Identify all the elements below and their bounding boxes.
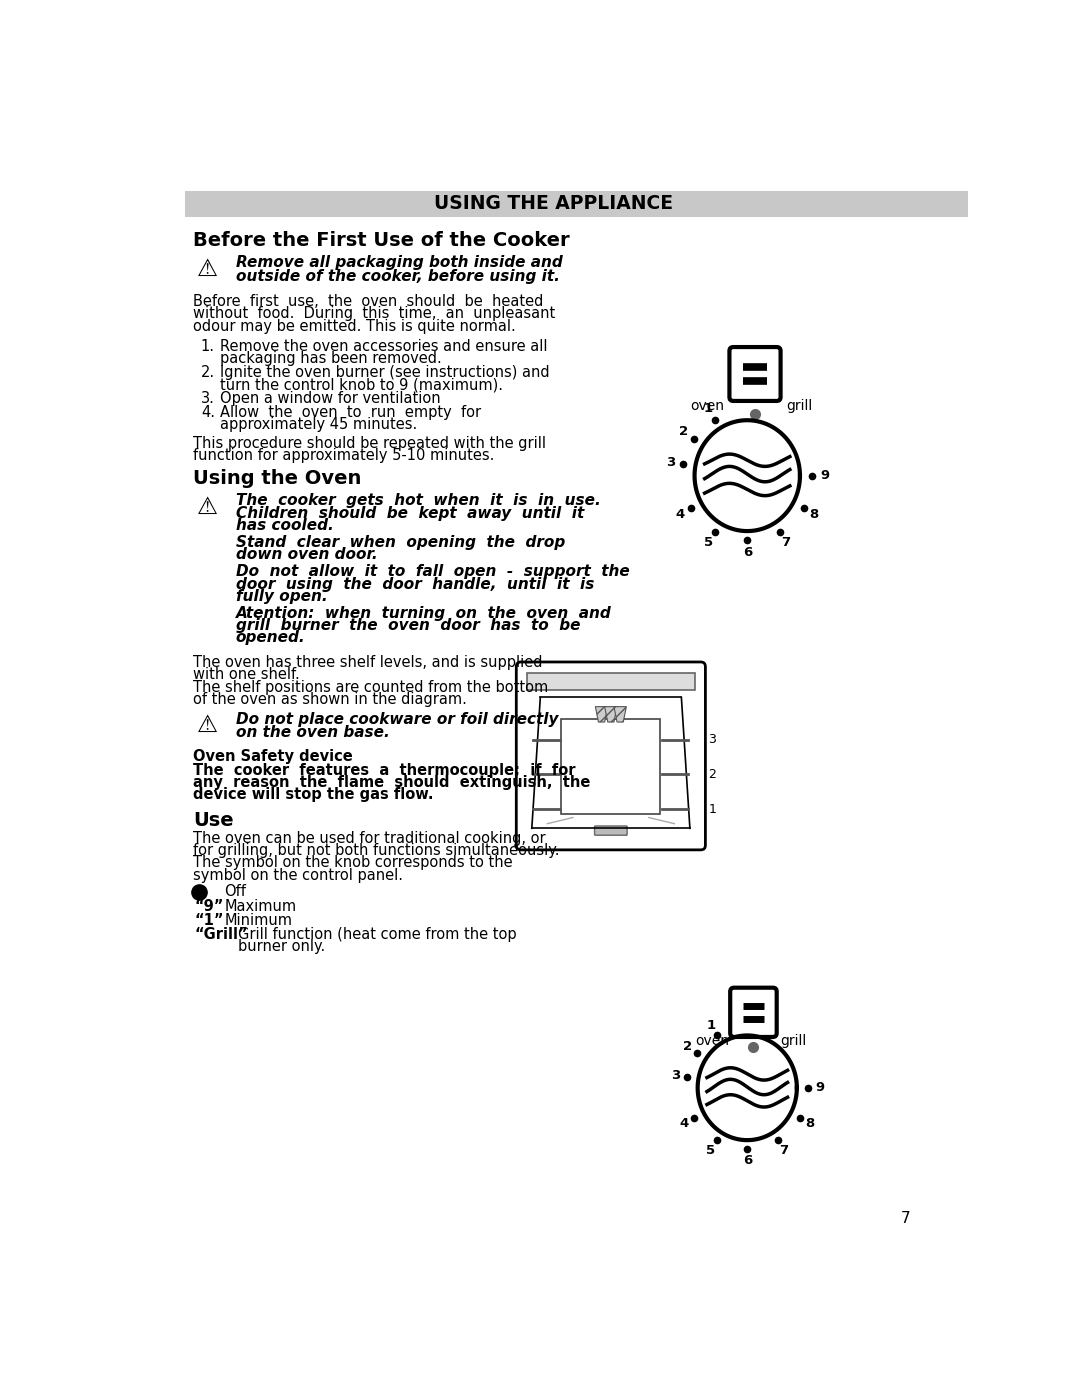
Text: any  reason  the  flame  should  extinguish,  the: any reason the flame should extinguish, … — [193, 775, 591, 791]
Text: Grill function (heat come from the top: Grill function (heat come from the top — [238, 928, 516, 942]
Text: “1”: “1” — [194, 914, 225, 928]
Text: This procedure should be repeated with the grill: This procedure should be repeated with t… — [193, 436, 546, 451]
Text: 1: 1 — [708, 802, 716, 816]
Text: 2: 2 — [683, 1039, 692, 1053]
Text: grill  burner  the  oven  door  has  to  be: grill burner the oven door has to be — [235, 617, 580, 633]
Text: of the oven as shown in the diagram.: of the oven as shown in the diagram. — [193, 692, 467, 707]
Text: door  using  the  door  handle,  until  it  is: door using the door handle, until it is — [235, 577, 594, 591]
Text: 2.: 2. — [201, 365, 215, 380]
Text: Off: Off — [225, 884, 246, 898]
Text: Do not place cookware or foil directly: Do not place cookware or foil directly — [235, 712, 558, 726]
Text: Before  first  use,  the  oven  should  be  heated: Before first use, the oven should be hea… — [193, 293, 543, 309]
Text: Remove all packaging both inside and: Remove all packaging both inside and — [235, 256, 563, 271]
Text: The oven can be used for traditional cooking, or: The oven can be used for traditional coo… — [193, 831, 545, 845]
Text: 1: 1 — [706, 1018, 715, 1031]
Text: ⚠: ⚠ — [197, 495, 218, 518]
Text: 4.: 4. — [201, 405, 215, 420]
Text: 4: 4 — [675, 507, 685, 521]
Text: 3: 3 — [671, 1069, 680, 1081]
FancyBboxPatch shape — [595, 826, 627, 835]
FancyBboxPatch shape — [729, 346, 781, 401]
Text: oven: oven — [691, 400, 725, 414]
Text: with one shelf.: with one shelf. — [193, 668, 300, 682]
Text: Open a window for ventilation: Open a window for ventilation — [220, 391, 441, 407]
Polygon shape — [595, 707, 608, 722]
Text: “Grill”: “Grill” — [194, 928, 248, 942]
Text: has cooled.: has cooled. — [235, 518, 334, 534]
Text: symbol on the control panel.: symbol on the control panel. — [193, 868, 403, 883]
Text: packaging has been removed.: packaging has been removed. — [220, 351, 442, 366]
Text: down oven door.: down oven door. — [235, 548, 377, 562]
Text: odour may be emitted. This is quite normal.: odour may be emitted. This is quite norm… — [193, 319, 516, 334]
Text: Allow  the  oven  to  run  empty  for: Allow the oven to run empty for — [220, 405, 482, 420]
Text: Stand  clear  when  opening  the  drop: Stand clear when opening the drop — [235, 535, 565, 550]
Text: grill: grill — [781, 1034, 807, 1048]
Text: without  food.  During  this  time,  an  unpleasant: without food. During this time, an unple… — [193, 306, 555, 321]
Text: oven: oven — [696, 1034, 729, 1048]
Text: USING THE APPLIANCE: USING THE APPLIANCE — [434, 194, 673, 214]
Text: 9: 9 — [815, 1081, 825, 1094]
Text: Use: Use — [193, 810, 233, 830]
Text: 6: 6 — [743, 1154, 752, 1166]
FancyBboxPatch shape — [730, 988, 777, 1037]
Text: turn the control knob to 9 (maximum).: turn the control knob to 9 (maximum). — [220, 377, 503, 393]
Text: 4: 4 — [679, 1118, 689, 1130]
Text: device will stop the gas flow.: device will stop the gas flow. — [193, 788, 434, 802]
Text: Minimum: Minimum — [225, 914, 292, 928]
Text: The symbol on the knob corresponds to the: The symbol on the knob corresponds to th… — [193, 855, 513, 870]
Text: burner only.: burner only. — [238, 939, 325, 954]
Text: 2: 2 — [679, 425, 688, 439]
Text: Atention:  when  turning  on  the  oven  and: Atention: when turning on the oven and — [235, 606, 611, 620]
Text: Remove the oven accessories and ensure all: Remove the oven accessories and ensure a… — [220, 338, 548, 353]
Text: function for approximately 5-10 minutes.: function for approximately 5-10 minutes. — [193, 448, 495, 462]
Text: on the oven base.: on the oven base. — [235, 725, 390, 740]
Text: The  cooker  features  a  thermocouple;  if  for: The cooker features a thermocouple; if f… — [193, 763, 576, 778]
Polygon shape — [605, 707, 617, 722]
Text: 3: 3 — [666, 455, 676, 469]
Text: 3.: 3. — [201, 391, 215, 407]
Text: 7: 7 — [901, 1211, 910, 1227]
Text: 5: 5 — [704, 536, 713, 549]
Bar — [527, 673, 694, 690]
Text: Do  not  allow  it  to  fall  open  -  support  the: Do not allow it to fall open - support t… — [235, 564, 630, 580]
Text: ⚠: ⚠ — [197, 257, 218, 281]
Polygon shape — [613, 707, 626, 722]
Text: Children  should  be  kept  away  until  it: Children should be kept away until it — [235, 506, 584, 521]
Text: opened.: opened. — [235, 630, 306, 645]
Text: “9”: “9” — [194, 900, 224, 915]
Text: 2: 2 — [708, 768, 716, 781]
Text: 8: 8 — [806, 1118, 815, 1130]
Text: 9: 9 — [820, 469, 829, 482]
Text: 5: 5 — [706, 1144, 715, 1157]
Text: ⚠: ⚠ — [197, 712, 218, 736]
Text: Maximum: Maximum — [225, 900, 296, 915]
Text: 3: 3 — [708, 733, 716, 746]
Text: 8: 8 — [810, 507, 819, 521]
Text: approximately 45 minutes.: approximately 45 minutes. — [220, 418, 418, 432]
Text: Oven Safety device: Oven Safety device — [193, 749, 353, 764]
Bar — [562, 719, 661, 814]
Text: grill: grill — [786, 400, 812, 414]
FancyBboxPatch shape — [516, 662, 705, 849]
Text: 6: 6 — [743, 546, 752, 559]
Text: fully open.: fully open. — [235, 588, 327, 604]
Text: for grilling, but not both functions simultaneously.: for grilling, but not both functions sim… — [193, 842, 559, 858]
Text: The  cooker  gets  hot  when  it  is  in  use.: The cooker gets hot when it is in use. — [235, 493, 600, 509]
Text: Ignite the oven burner (see instructions) and: Ignite the oven burner (see instructions… — [220, 365, 550, 380]
Text: Using the Oven: Using the Oven — [193, 469, 362, 489]
Text: Before the First Use of the Cooker: Before the First Use of the Cooker — [193, 231, 570, 250]
Text: 7: 7 — [782, 536, 791, 549]
Text: The shelf positions are counted from the bottom: The shelf positions are counted from the… — [193, 680, 549, 694]
Text: 1.: 1. — [201, 338, 215, 353]
Text: 1: 1 — [704, 402, 713, 415]
Text: The oven has three shelf levels, and is supplied: The oven has three shelf levels, and is … — [193, 655, 542, 671]
Text: 7: 7 — [779, 1144, 788, 1157]
Text: outside of the cooker, before using it.: outside of the cooker, before using it. — [235, 268, 559, 284]
Bar — [186, 191, 968, 217]
